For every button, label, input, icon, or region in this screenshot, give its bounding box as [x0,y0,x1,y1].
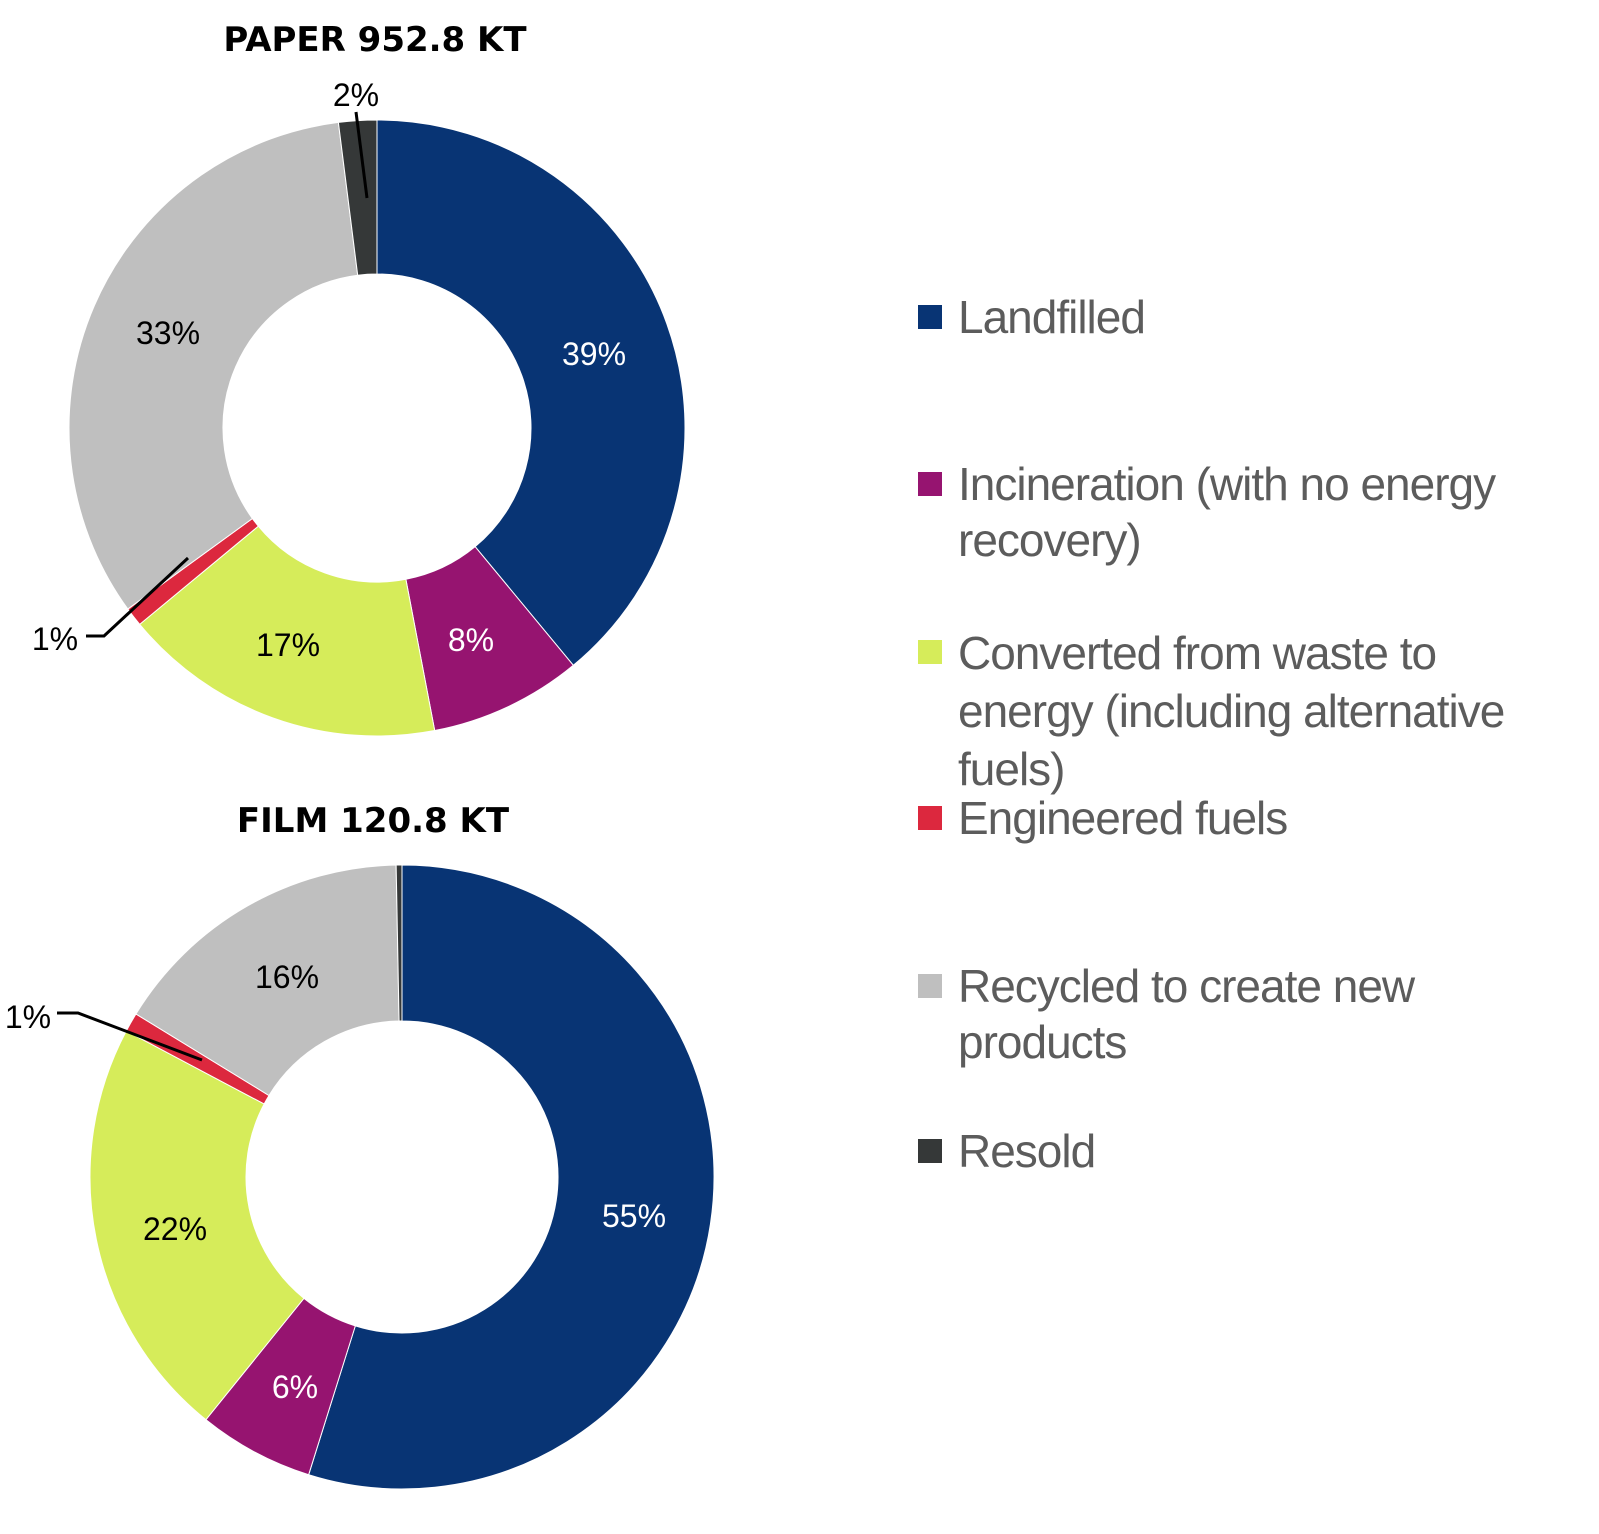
legend-swatch-recycled [918,974,942,998]
legend-label-engineered: Engineered fuels [958,792,1288,844]
legend-label-incineration: Incineration (with no energy recovery) [958,458,1496,566]
slice-label-recycled: 33% [136,315,200,351]
slice-label-incineration: 6% [272,1369,318,1405]
slice-converted [89,1030,305,1421]
legend-swatch-engineered [918,806,942,830]
slice-label-recycled: 16% [255,959,319,995]
slice-label-incineration: 8% [448,622,494,658]
slice-landfilled [308,864,715,1490]
slice-label-landfilled: 55% [602,1198,666,1234]
slice-label-engineered: 1% [5,999,51,1035]
legend-swatch-incineration [918,472,942,496]
legend-label-recycled: Recycled to create new products [958,960,1415,1068]
legend-item-engineered: Engineered fuels [918,790,1578,846]
leader-line-engineered [86,556,190,638]
legend-label-converted: Converted from waste to energy (includin… [958,627,1505,795]
donut-charts: PAPER 952.8 KT 39% 8% 17% 1% 33% 2% FILM 120.… [5,20,715,1490]
slice-resold [337,119,378,276]
legend-swatch-landfilled [918,305,942,329]
paper-donut-chart: 39% 8% 17% 1% 33% 2% [32,77,686,737]
legend-label-resold: Resold [958,1125,1096,1177]
legend-item-recycled: Recycled to create new products [918,958,1578,1070]
slice-resold [395,864,403,1022]
slice-recycled [68,121,359,610]
legend-item-landfilled: Landfilled [918,289,1578,345]
slice-label-landfilled: 39% [562,336,626,372]
legend-item-incineration: Incineration (with no energy recovery) [918,456,1578,568]
paper-chart-title: PAPER 952.8 KT [223,20,527,60]
film-donut-chart: 55% 6% 22% 1% 16% [5,864,715,1490]
slice-converted [138,525,436,737]
legend-item-converted: Converted from waste to energy (includin… [918,624,1578,798]
legend-item-resold: Resold [918,1123,1578,1179]
legend-swatch-converted [918,640,942,664]
slice-label-converted: 22% [143,1211,207,1247]
slice-landfilled [376,119,686,667]
slice-label-engineered: 1% [32,621,78,657]
slice-label-converted: 17% [256,627,320,663]
film-chart-title: FILM 120.8 KT [237,801,510,841]
slice-recycled [135,864,400,1097]
slice-label-resold: 2% [333,77,379,113]
legend-swatch-resold [918,1139,942,1163]
leader-line-resold [354,111,369,199]
legend-label-landfilled: Landfilled [958,291,1146,343]
leader-line-engineered [57,1011,203,1062]
